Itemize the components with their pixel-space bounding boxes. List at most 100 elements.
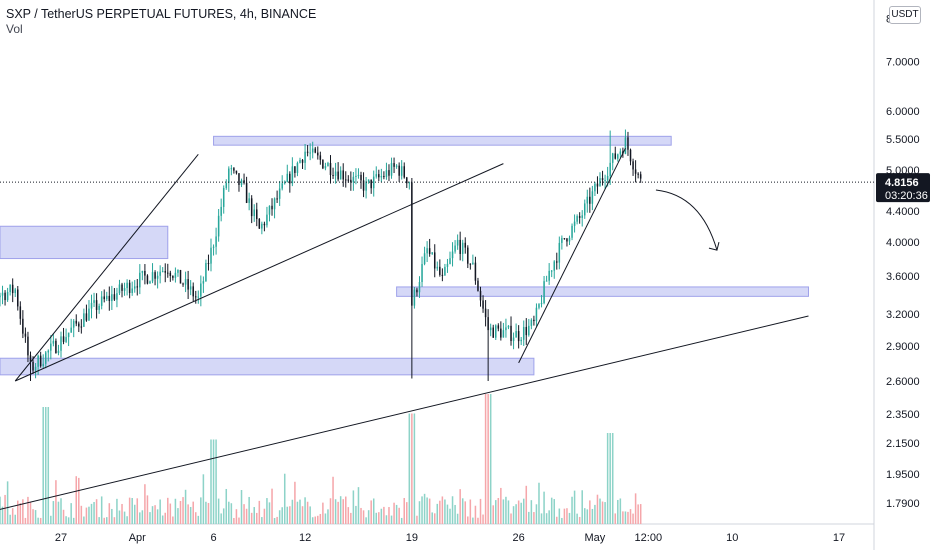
candle-body[interactable]	[281, 183, 283, 189]
candle-body[interactable]	[609, 162, 611, 176]
volume-label[interactable]: Vol	[6, 22, 23, 36]
candle-body[interactable]	[253, 209, 255, 217]
candle-body[interactable]	[22, 318, 24, 334]
candle-body[interactable]	[431, 252, 433, 254]
candle-body[interactable]	[594, 183, 596, 192]
candle-body[interactable]	[553, 261, 556, 271]
candle-body[interactable]	[133, 286, 136, 289]
candle-body[interactable]	[632, 161, 634, 170]
candle-body[interactable]	[286, 173, 289, 182]
candle-body[interactable]	[639, 174, 642, 179]
candle-body[interactable]	[144, 270, 146, 276]
candle-body[interactable]	[433, 252, 436, 269]
candle-body[interactable]	[489, 327, 492, 331]
candle-body[interactable]	[367, 179, 370, 182]
candle-body[interactable]	[228, 168, 230, 184]
candle-body[interactable]	[617, 154, 619, 159]
candle-body[interactable]	[558, 242, 561, 263]
candle-body[interactable]	[263, 223, 266, 226]
candle-body[interactable]	[517, 331, 520, 342]
candle-body[interactable]	[375, 174, 378, 177]
candle-body[interactable]	[156, 275, 159, 279]
candle-body[interactable]	[436, 266, 439, 269]
candle-body[interactable]	[604, 180, 606, 182]
candle-body[interactable]	[334, 171, 337, 176]
candle-body[interactable]	[222, 188, 225, 207]
candle-body[interactable]	[479, 290, 482, 301]
candle-body[interactable]	[146, 275, 149, 284]
candle-body[interactable]	[428, 248, 431, 254]
candle-body[interactable]	[212, 246, 215, 248]
candle-body[interactable]	[624, 137, 627, 154]
candle-body[interactable]	[34, 366, 37, 371]
candle-body[interactable]	[80, 326, 83, 328]
candle-body[interactable]	[344, 179, 347, 181]
candle-body[interactable]	[390, 163, 393, 176]
candle-body[interactable]	[111, 294, 113, 301]
candle-body[interactable]	[423, 253, 426, 265]
candle-body[interactable]	[205, 263, 207, 282]
candle-body[interactable]	[619, 151, 622, 155]
candle-body[interactable]	[342, 170, 344, 180]
candle-body[interactable]	[11, 284, 14, 294]
candle-body[interactable]	[37, 355, 39, 367]
candle-body[interactable]	[39, 355, 42, 367]
candle-body[interactable]	[217, 215, 220, 237]
candle-body[interactable]	[149, 281, 151, 284]
candle-body[interactable]	[128, 282, 131, 293]
candle-body[interactable]	[578, 216, 581, 218]
candle-body[interactable]	[233, 168, 235, 171]
candle-body[interactable]	[276, 198, 278, 200]
candle-body[interactable]	[411, 182, 413, 306]
candle-body[interactable]	[17, 289, 19, 307]
candle-body[interactable]	[566, 238, 568, 242]
candle-body[interactable]	[311, 148, 314, 153]
candle-body[interactable]	[337, 171, 339, 180]
candle-body[interactable]	[444, 266, 446, 276]
candle-body[interactable]	[408, 182, 411, 184]
candle-body[interactable]	[451, 251, 454, 259]
candle-body[interactable]	[614, 153, 617, 159]
candle-body[interactable]	[131, 288, 133, 293]
support-resistance-zone-4[interactable]	[0, 357, 535, 376]
projection-arrow[interactable]	[655, 189, 718, 251]
candle-body[interactable]	[482, 300, 484, 309]
candle-body[interactable]	[477, 280, 479, 291]
candle-body[interactable]	[299, 159, 301, 163]
candle-body[interactable]	[454, 245, 456, 252]
candle-body[interactable]	[322, 159, 324, 169]
candle-body[interactable]	[200, 283, 202, 297]
candle-body[interactable]	[189, 286, 192, 290]
candle-body[interactable]	[418, 282, 421, 293]
candle-body[interactable]	[400, 166, 403, 176]
candle-body[interactable]	[495, 325, 497, 338]
candle-body[interactable]	[556, 261, 558, 263]
candle-body[interactable]	[571, 225, 573, 238]
candle-body[interactable]	[512, 337, 515, 342]
candle-body[interactable]	[441, 274, 444, 276]
candle-body[interactable]	[461, 242, 464, 254]
candle-body[interactable]	[289, 173, 291, 184]
candle-body[interactable]	[406, 177, 408, 184]
candle-body[interactable]	[637, 173, 639, 175]
candle-body[interactable]	[72, 320, 75, 328]
candle-body[interactable]	[357, 174, 360, 176]
candle-body[interactable]	[327, 163, 329, 167]
candle-body[interactable]	[154, 272, 156, 279]
candle-body[interactable]	[187, 279, 189, 290]
candle-body[interactable]	[548, 270, 550, 281]
candle-body[interactable]	[90, 302, 93, 309]
candle-body[interactable]	[507, 325, 510, 328]
candle-body[interactable]	[319, 155, 322, 160]
candle-body[interactable]	[350, 179, 352, 183]
candle-body[interactable]	[215, 236, 217, 247]
candle-body[interactable]	[75, 320, 78, 324]
candle-body[interactable]	[306, 151, 309, 153]
candle-body[interactable]	[256, 209, 258, 219]
candle-body[interactable]	[169, 272, 172, 276]
candle-body[interactable]	[235, 170, 238, 174]
candle-body[interactable]	[568, 237, 571, 242]
candle-body[interactable]	[261, 223, 263, 229]
support-resistance-zone-2[interactable]	[213, 135, 672, 146]
